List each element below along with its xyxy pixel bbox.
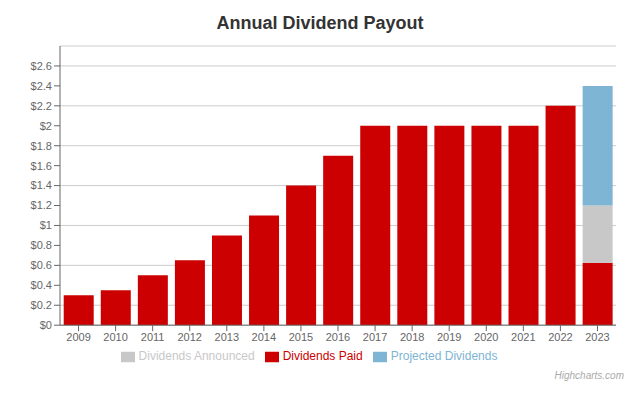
svg-text:2016: 2016: [326, 331, 350, 343]
svg-text:2017: 2017: [363, 331, 387, 343]
svg-text:2015: 2015: [289, 331, 313, 343]
svg-text:$0.4: $0.4: [31, 279, 52, 291]
svg-text:$1.2: $1.2: [31, 199, 52, 211]
svg-text:2013: 2013: [215, 331, 239, 343]
svg-text:2009: 2009: [66, 331, 90, 343]
svg-text:$0.2: $0.2: [31, 299, 52, 311]
html-text:Dividends Announced: Dividends Announced: [138, 349, 255, 364]
svg-text:2014: 2014: [252, 331, 276, 343]
svg-text:2018: 2018: [400, 331, 424, 343]
svg-text:$2.6: $2.6: [31, 60, 52, 72]
svg-text:2021: 2021: [511, 331, 535, 343]
svg-text:$1.4: $1.4: [31, 179, 52, 191]
svg-text:$2.4: $2.4: [31, 80, 52, 92]
html-text:Dividends Paid: Dividends Paid: [282, 349, 363, 364]
svg-text:$2.2: $2.2: [31, 100, 52, 112]
svg-text:$0: $0: [40, 319, 52, 331]
svg-text:2020: 2020: [474, 331, 498, 343]
html-text:Projected Dividends: Projected Dividends: [390, 349, 498, 364]
svg-text:$2: $2: [40, 120, 52, 132]
svg-text:2012: 2012: [177, 331, 201, 343]
html-text:Annual Dividend Payout: Annual Dividend Payout: [216, 13, 424, 33]
svg-text:$1.6: $1.6: [31, 160, 52, 172]
svg-text:2010: 2010: [103, 331, 127, 343]
svg-text:$1: $1: [40, 219, 52, 231]
svg-text:$1.8: $1.8: [31, 140, 52, 152]
svg-text:2011: 2011: [141, 331, 165, 343]
svg-text:2022: 2022: [548, 331, 572, 343]
svg-text:$0.8: $0.8: [31, 239, 52, 251]
svg-text:2019: 2019: [437, 331, 461, 343]
svg-text:2023: 2023: [585, 331, 609, 343]
svg-text:$0.6: $0.6: [31, 259, 52, 271]
html-text:Highcharts.com: Highcharts.com: [554, 370, 624, 381]
